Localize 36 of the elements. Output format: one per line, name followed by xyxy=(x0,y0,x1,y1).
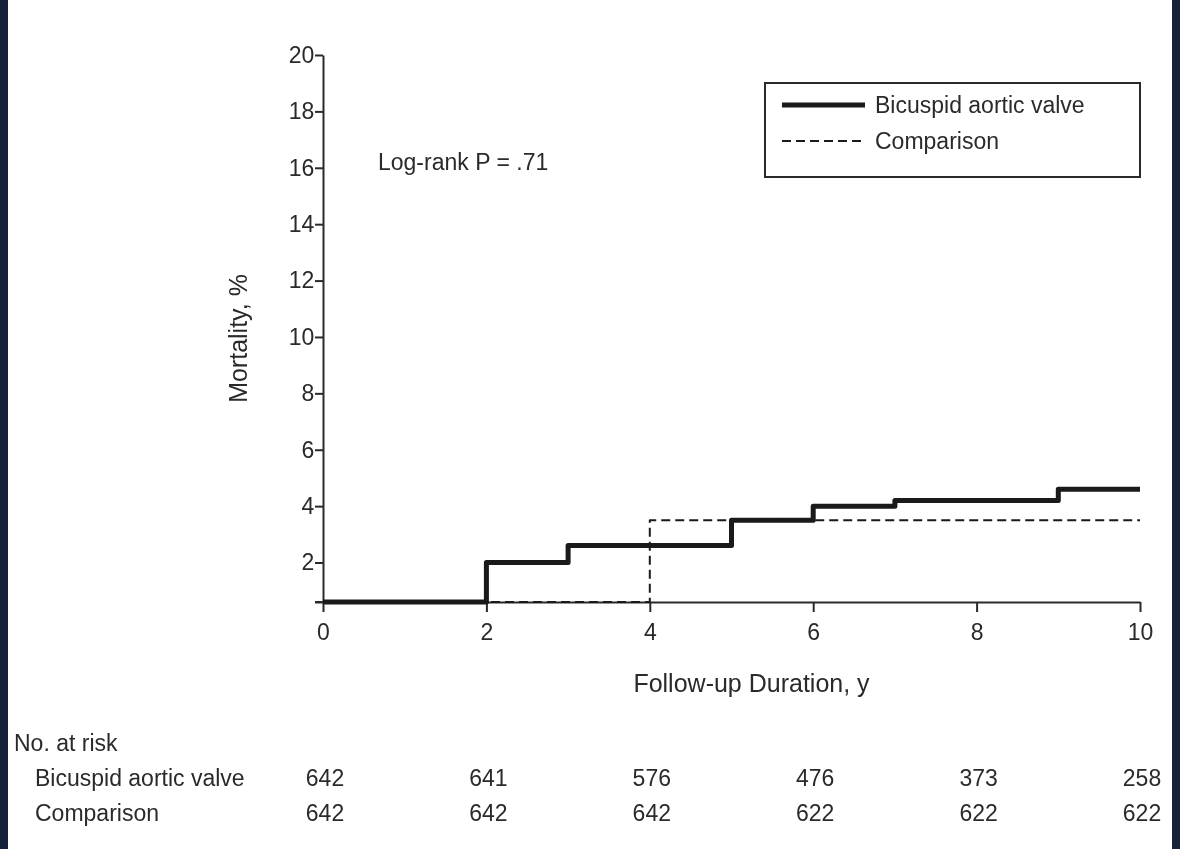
text: 642 xyxy=(469,800,508,826)
text: 622 xyxy=(796,800,835,826)
y-axis-title: Mortality, % xyxy=(224,274,252,403)
x-tick-label: 8 xyxy=(970,619,984,646)
x-tick-label: 10 xyxy=(1127,619,1154,646)
x-tick-label: 6 xyxy=(807,619,821,646)
x-axis-title: Follow-up Duration, y xyxy=(633,669,871,697)
text: 258 xyxy=(1122,765,1162,791)
text: 476 xyxy=(796,765,835,791)
x-tick-label: 0 xyxy=(317,619,330,646)
text: 576 xyxy=(632,765,671,791)
text: 373 xyxy=(959,765,998,791)
text: No. at risk xyxy=(14,730,119,756)
legend-label: Comparison xyxy=(875,128,999,154)
text: Comparison xyxy=(35,800,159,826)
y-tick-label: 10 xyxy=(288,323,315,350)
text: 641 xyxy=(469,765,508,791)
y-tick-label: 14 xyxy=(288,211,315,238)
y-tick-label: 18 xyxy=(288,98,315,125)
text: 622 xyxy=(1122,800,1162,826)
y-tick-label: 6 xyxy=(301,436,315,463)
y-tick-label: 4 xyxy=(301,492,315,519)
y-tick-label: 8 xyxy=(301,380,315,407)
text: Bicuspid aortic valve xyxy=(35,765,245,791)
y-tick-label: 20 xyxy=(288,41,315,68)
text: 642 xyxy=(305,765,345,791)
text: 642 xyxy=(305,800,345,826)
x-tick-label: 4 xyxy=(643,619,657,646)
y-tick-label: 12 xyxy=(288,267,315,294)
text: 622 xyxy=(959,800,998,826)
y-tick-label: 2 xyxy=(301,549,315,576)
annotation: Log-rank P = .71 xyxy=(378,149,549,175)
x-tick-label: 2 xyxy=(480,619,494,646)
y-tick-label: 16 xyxy=(288,154,315,181)
legend-label: Bicuspid aortic valve xyxy=(875,92,1085,118)
text: 642 xyxy=(632,800,671,826)
